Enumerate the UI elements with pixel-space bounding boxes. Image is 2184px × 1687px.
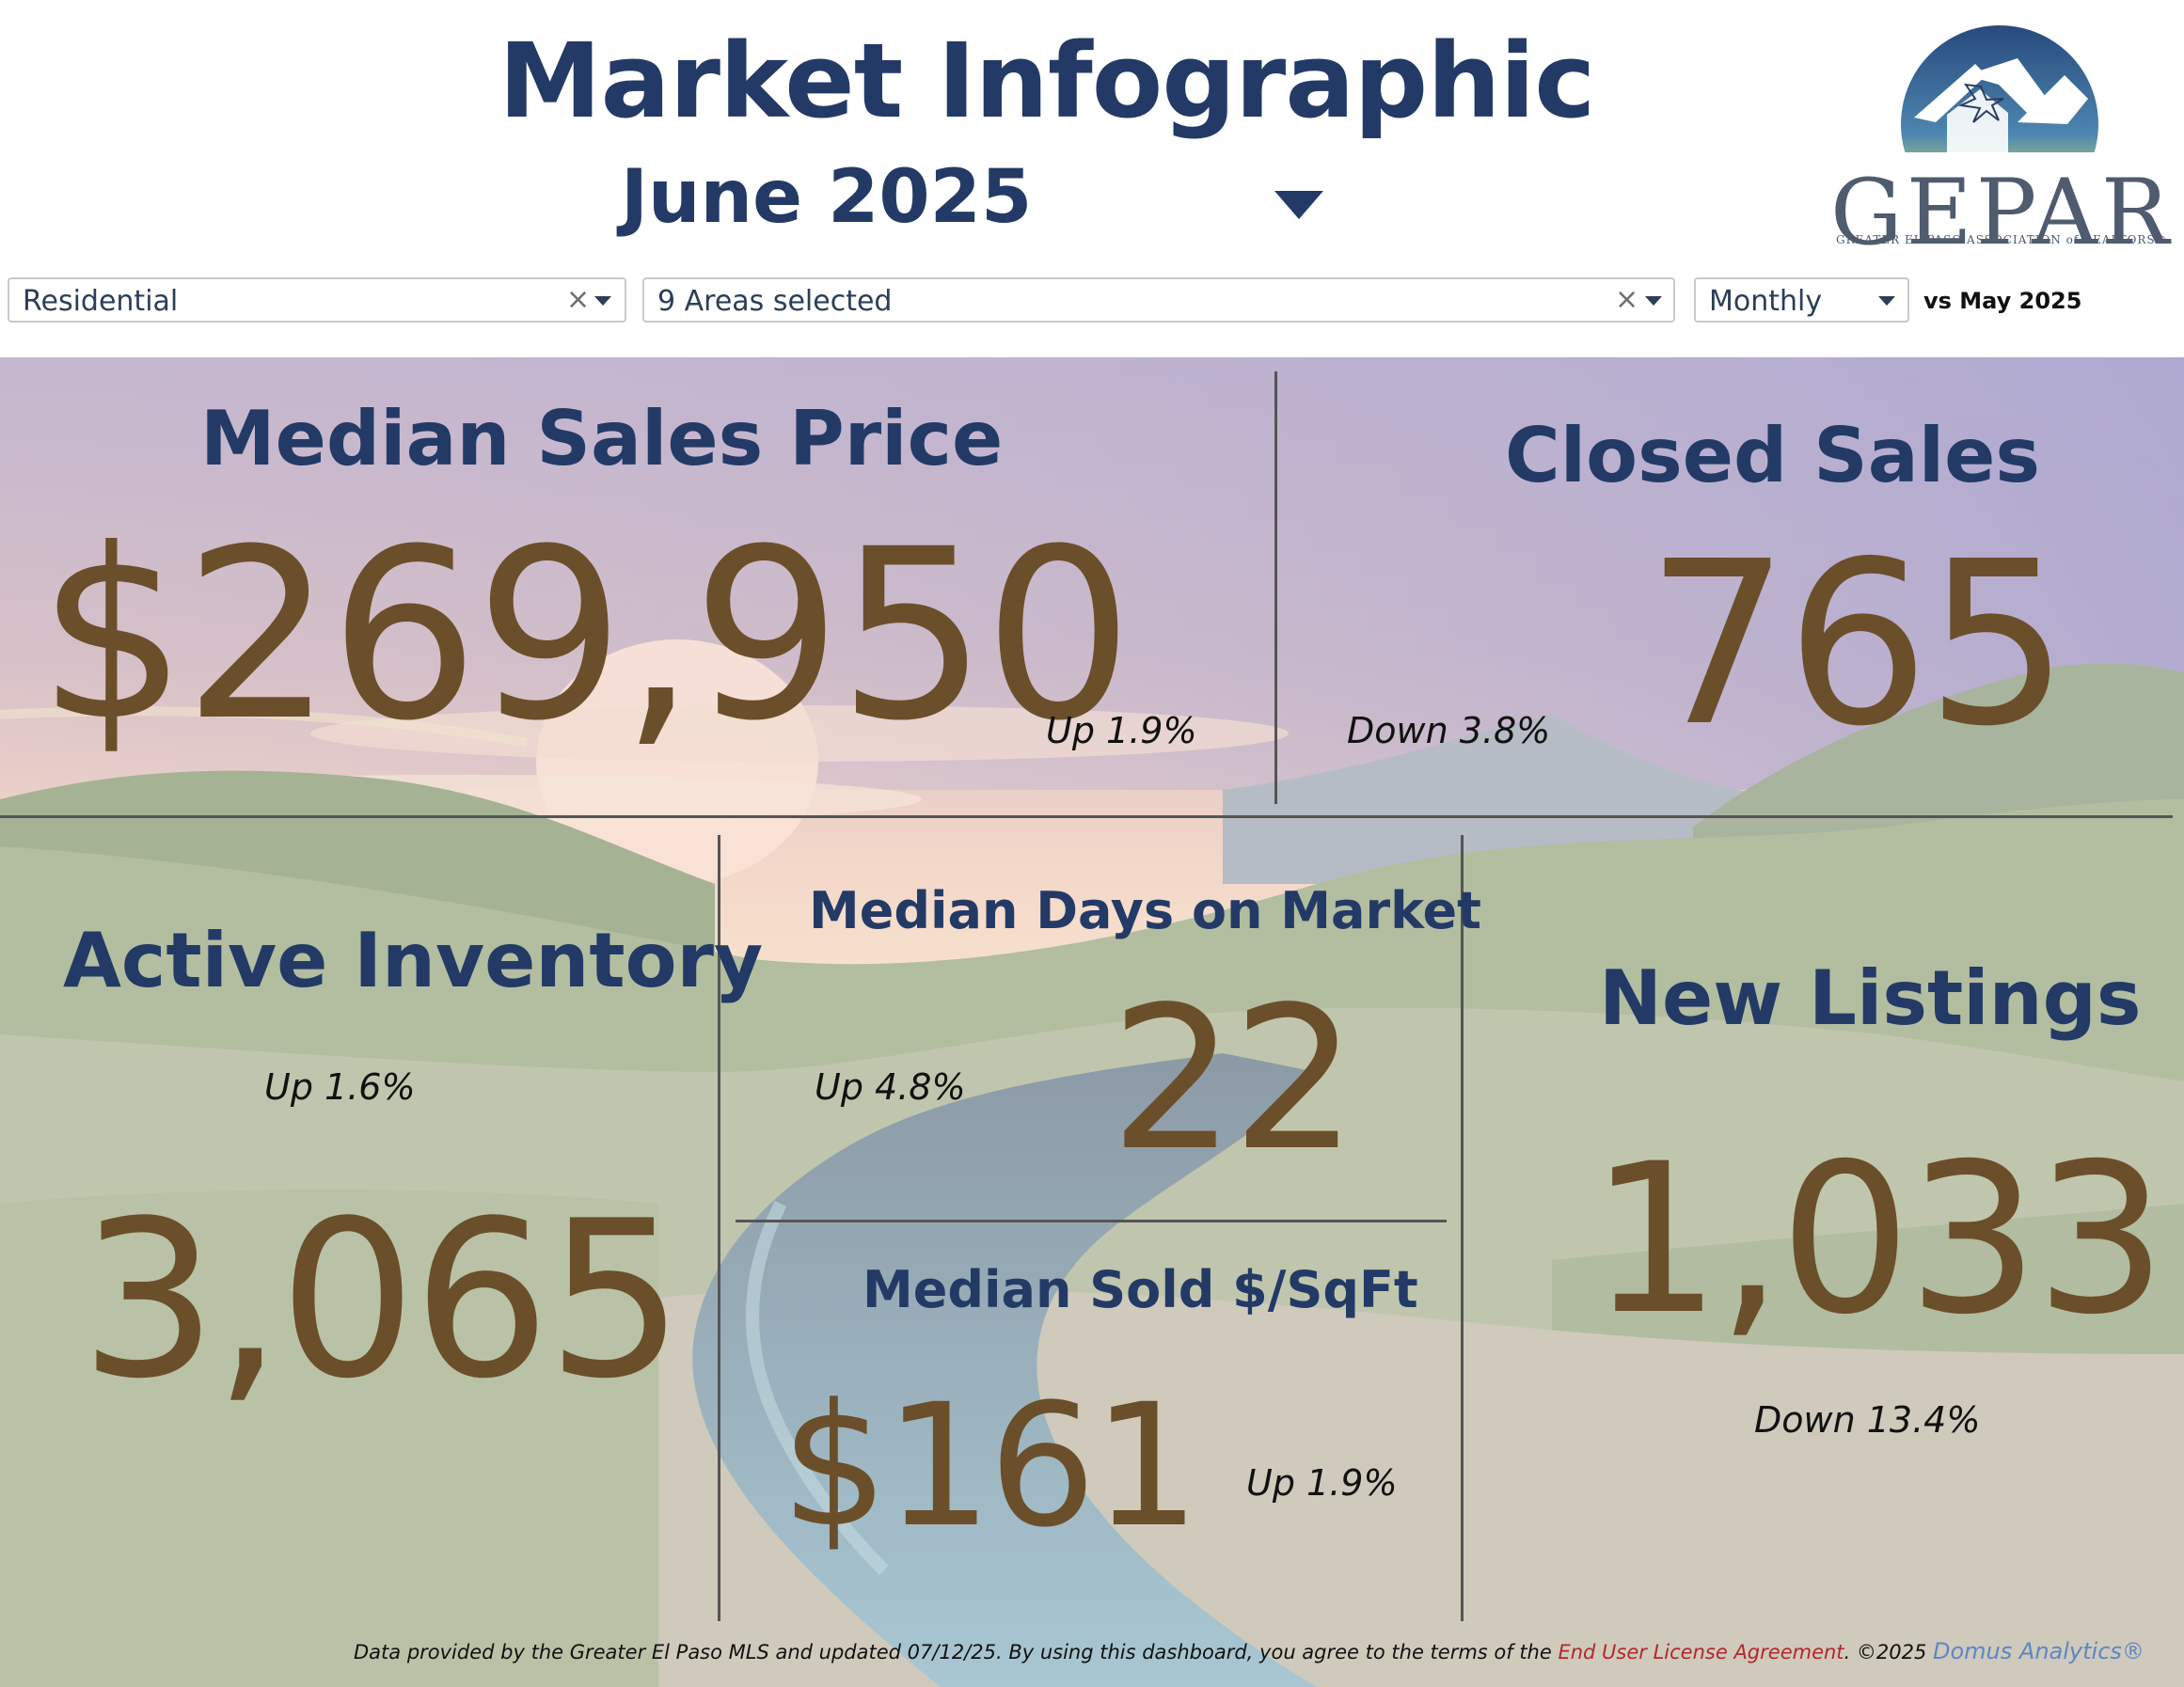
chevron-down-icon[interactable] (1878, 296, 1895, 306)
comparison-label: vs May 2025 (1923, 288, 2082, 314)
vertical-divider-right (1461, 835, 1464, 1621)
logo-house-icon (1901, 25, 2098, 152)
metric-title: Median Days on Market (809, 881, 1481, 940)
clear-icon[interactable]: × (1615, 283, 1639, 316)
metric-value: 3,065 (80, 1175, 684, 1427)
metric-change: Down 3.8% (1347, 710, 1551, 751)
areas-filter[interactable]: 9 Areas selected × (642, 277, 1675, 323)
metric-title: New Listings (1599, 954, 2142, 1042)
interval-filter[interactable]: Monthly (1694, 277, 1909, 323)
metric-change: Up 1.6% (264, 1066, 416, 1108)
metric-title: Active Inventory (63, 917, 764, 1004)
footer-copyright: . ©2025 (1844, 1641, 1927, 1663)
horizontal-divider (0, 815, 2173, 818)
metric-change: Down 13.4% (1754, 1399, 1981, 1441)
domus-analytics-link[interactable]: Domus Analytics® (1933, 1638, 2144, 1664)
metric-title: Median Sales Price (200, 395, 1004, 482)
footer-text: Data provided by the Greater El Paso MLS… (354, 1641, 1552, 1663)
period-selector-value: June 2025 (621, 155, 1033, 240)
metric-value: 1,033 (1590, 1119, 2167, 1360)
areas-value: 9 Areas selected (657, 285, 893, 318)
clear-icon[interactable]: × (566, 283, 591, 316)
metric-change: Up 4.8% (815, 1066, 966, 1108)
footer-disclaimer: Data provided by the Greater El Paso MLS… (354, 1638, 2144, 1664)
logo-subtitle: GREATER EL PASO ASSOCIATION of REALTORS® (1836, 233, 2168, 246)
metric-change: Up 1.9% (1246, 1462, 1398, 1504)
metric-value: 22 (1110, 964, 1357, 1194)
metric-title: Closed Sales (1505, 412, 2040, 499)
vertical-divider-left (718, 835, 720, 1621)
landscape-illustration (0, 357, 2184, 1687)
property-type-value: Residential (23, 285, 179, 318)
gepar-logo: GEPAR GREATER EL PASO ASSOCIATION of REA… (1825, 19, 2173, 265)
period-selector[interactable]: June 2025 (621, 155, 1336, 249)
chevron-down-icon[interactable] (594, 296, 611, 306)
caret-down-icon[interactable] (1274, 191, 1323, 219)
page-title: Market Infographic (499, 21, 1595, 141)
interval-value: Monthly (1709, 285, 1823, 318)
landscape-background (0, 357, 2184, 1687)
chevron-down-icon[interactable] (1645, 296, 1662, 306)
eula-link[interactable]: End User License Agreement (1558, 1641, 1844, 1663)
metric-title: Median Sold $/SqFt (863, 1260, 1418, 1319)
metric-value: 765 (1646, 512, 2069, 776)
property-type-filter[interactable]: Residential × (8, 277, 626, 323)
metric-value: $161 (781, 1368, 1200, 1565)
vertical-divider-top (1274, 371, 1277, 804)
metric-value: $269,950 (38, 498, 1133, 772)
horizontal-divider-middle (736, 1220, 1447, 1222)
metric-change: Up 1.9% (1046, 710, 1197, 751)
logo-wordmark: GEPAR (1830, 160, 2174, 265)
